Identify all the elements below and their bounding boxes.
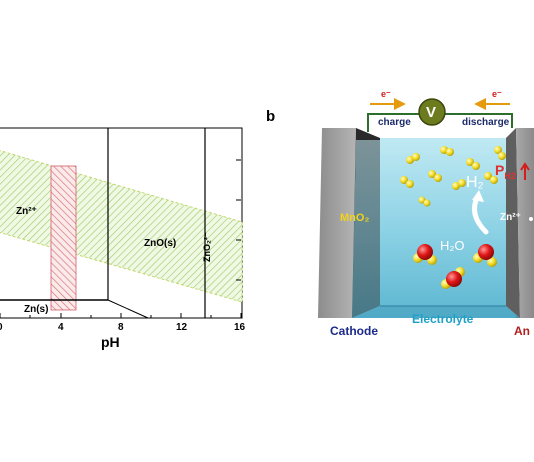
discharge-label: discharge bbox=[462, 117, 510, 128]
electron-label-right: e⁻ bbox=[492, 89, 502, 99]
x-tick-label-4: 4 bbox=[58, 322, 64, 333]
x-tick-label-12: 12 bbox=[176, 322, 188, 333]
x-tick-label-0: 0 bbox=[0, 322, 3, 333]
x-axis-label: pH bbox=[101, 334, 120, 350]
ph2-label: PH2 bbox=[495, 162, 516, 181]
pressure-up-arrow bbox=[520, 162, 530, 180]
cathode-plate-front bbox=[318, 128, 356, 318]
boundary-zn-zno bbox=[107, 299, 149, 319]
electrolyte-label: Electrolyte bbox=[412, 312, 474, 326]
voltmeter-icon bbox=[418, 98, 446, 126]
charge-label: charge bbox=[378, 117, 411, 128]
anode-plate-front bbox=[516, 128, 534, 318]
electron-label-left: e⁻ bbox=[381, 89, 391, 99]
cathode-label: Cathode bbox=[330, 324, 378, 338]
anode-label: An bbox=[514, 324, 530, 338]
region-label-zns: Zn(s) bbox=[24, 304, 49, 315]
x-tick-label-16: 16 bbox=[234, 322, 246, 333]
x-tick-label-8: 8 bbox=[118, 322, 124, 333]
electrolyte-front bbox=[352, 140, 516, 318]
ph2-main: P bbox=[495, 162, 505, 178]
h2-label: H₂ bbox=[466, 174, 484, 191]
anode-plate-side bbox=[506, 128, 520, 318]
region-label-zno: ZnO(s) bbox=[144, 238, 177, 249]
ph2-sub: H2 bbox=[504, 170, 516, 181]
cathode-material-label: MnO₂ bbox=[340, 212, 370, 224]
h2o-molecules bbox=[413, 244, 497, 289]
h2-molecules bbox=[400, 146, 506, 207]
panel-letter-b: b bbox=[266, 108, 276, 125]
circuit-wire bbox=[367, 113, 513, 132]
x-axis-ticks bbox=[0, 159, 242, 318]
ph-window-band bbox=[50, 165, 77, 311]
region-label-zn2: Zn²⁺ bbox=[16, 206, 37, 217]
voltmeter-label: V bbox=[426, 104, 437, 121]
zn-ion-label: Zn²⁺ bbox=[500, 212, 521, 223]
h2o-label: H₂O bbox=[440, 238, 465, 253]
